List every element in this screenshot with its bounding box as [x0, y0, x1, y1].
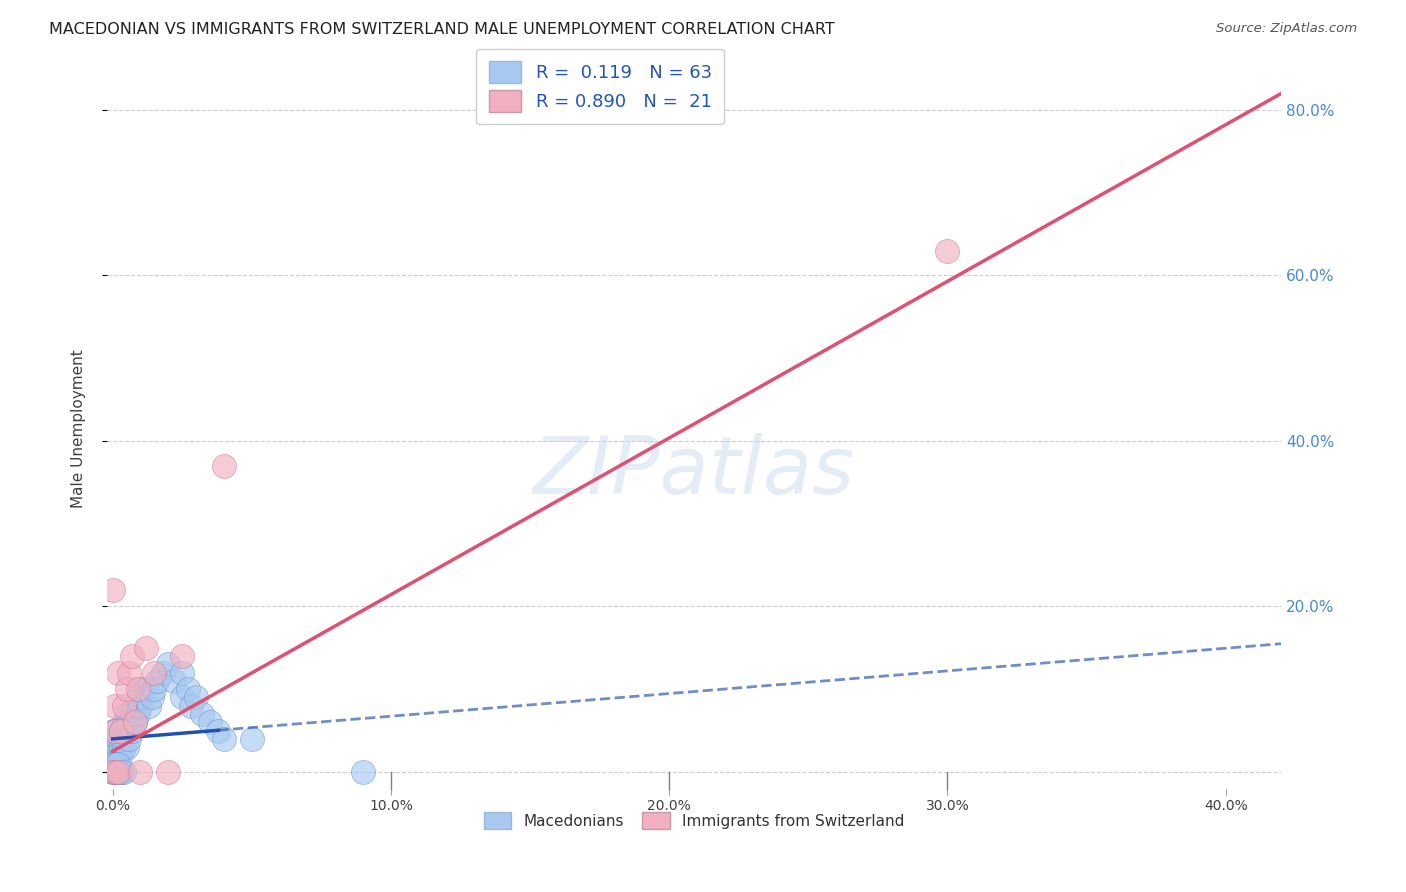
Point [172, 690, 194, 705]
Point [143, 682, 166, 697]
Point [212, 458, 235, 473]
Text: Source: ZipAtlas.com: Source: ZipAtlas.com [1216, 22, 1357, 36]
Point [936, 244, 959, 258]
Point [190, 706, 212, 721]
Point [132, 690, 155, 705]
Point [198, 715, 221, 730]
Point [135, 640, 157, 655]
Point [110, 748, 132, 763]
Point [110, 723, 132, 738]
Point [115, 682, 138, 697]
Point [118, 715, 141, 730]
Point [143, 665, 166, 680]
Point [127, 706, 149, 721]
Point [107, 764, 129, 779]
Point [112, 715, 135, 730]
Point [107, 764, 129, 779]
Point [104, 748, 127, 763]
Point [240, 731, 263, 746]
Point [110, 764, 132, 779]
Y-axis label: Male Unemployment: Male Unemployment [72, 349, 86, 508]
Point [121, 649, 143, 664]
Text: ZIPatlas: ZIPatlas [533, 433, 855, 511]
Point [352, 764, 374, 779]
Point [129, 698, 152, 713]
Point [118, 731, 141, 746]
Point [124, 698, 146, 713]
Point [112, 740, 135, 755]
Point [101, 723, 124, 738]
Point [118, 665, 141, 680]
Point [107, 748, 129, 763]
Point [101, 748, 124, 763]
Point [110, 740, 132, 755]
Point [104, 723, 127, 738]
Point [115, 740, 138, 755]
Point [104, 756, 127, 771]
Point [112, 731, 135, 746]
Point [163, 673, 186, 688]
Point [110, 723, 132, 738]
Point [107, 665, 129, 680]
Point [129, 682, 152, 697]
Point [124, 715, 146, 730]
Point [104, 764, 127, 779]
Point [104, 731, 127, 746]
Point [101, 731, 124, 746]
Point [180, 698, 202, 713]
Point [177, 682, 200, 697]
Point [101, 764, 124, 779]
Point [121, 723, 143, 738]
Point [104, 723, 127, 738]
Point [172, 649, 194, 664]
Point [212, 731, 235, 746]
Point [107, 731, 129, 746]
Point [121, 706, 143, 721]
Point [112, 698, 135, 713]
Point [152, 665, 174, 680]
Point [141, 690, 163, 705]
Point [157, 764, 180, 779]
Point [110, 731, 132, 746]
Point [157, 657, 180, 672]
Point [107, 740, 129, 755]
Point [124, 715, 146, 730]
Point [104, 764, 127, 779]
Point [101, 582, 124, 597]
Text: MACEDONIAN VS IMMIGRANTS FROM SWITZERLAND MALE UNEMPLOYMENT CORRELATION CHART: MACEDONIAN VS IMMIGRANTS FROM SWITZERLAN… [49, 22, 835, 37]
Point [135, 682, 157, 697]
Point [127, 682, 149, 697]
Point [129, 764, 152, 779]
Point [172, 665, 194, 680]
Point [107, 756, 129, 771]
Point [104, 698, 127, 713]
Point [101, 764, 124, 779]
Point [101, 740, 124, 755]
Point [104, 756, 127, 771]
Point [146, 673, 169, 688]
Point [104, 764, 127, 779]
Point [112, 764, 135, 779]
Point [115, 723, 138, 738]
Point [107, 764, 129, 779]
Point [115, 706, 138, 721]
Point [110, 764, 132, 779]
Point [104, 740, 127, 755]
Point [138, 698, 160, 713]
Point [101, 756, 124, 771]
Point [127, 690, 149, 705]
Point [207, 723, 229, 738]
Legend: Macedonians, Immigrants from Switzerland: Macedonians, Immigrants from Switzerland [478, 806, 911, 835]
Point [184, 690, 207, 705]
